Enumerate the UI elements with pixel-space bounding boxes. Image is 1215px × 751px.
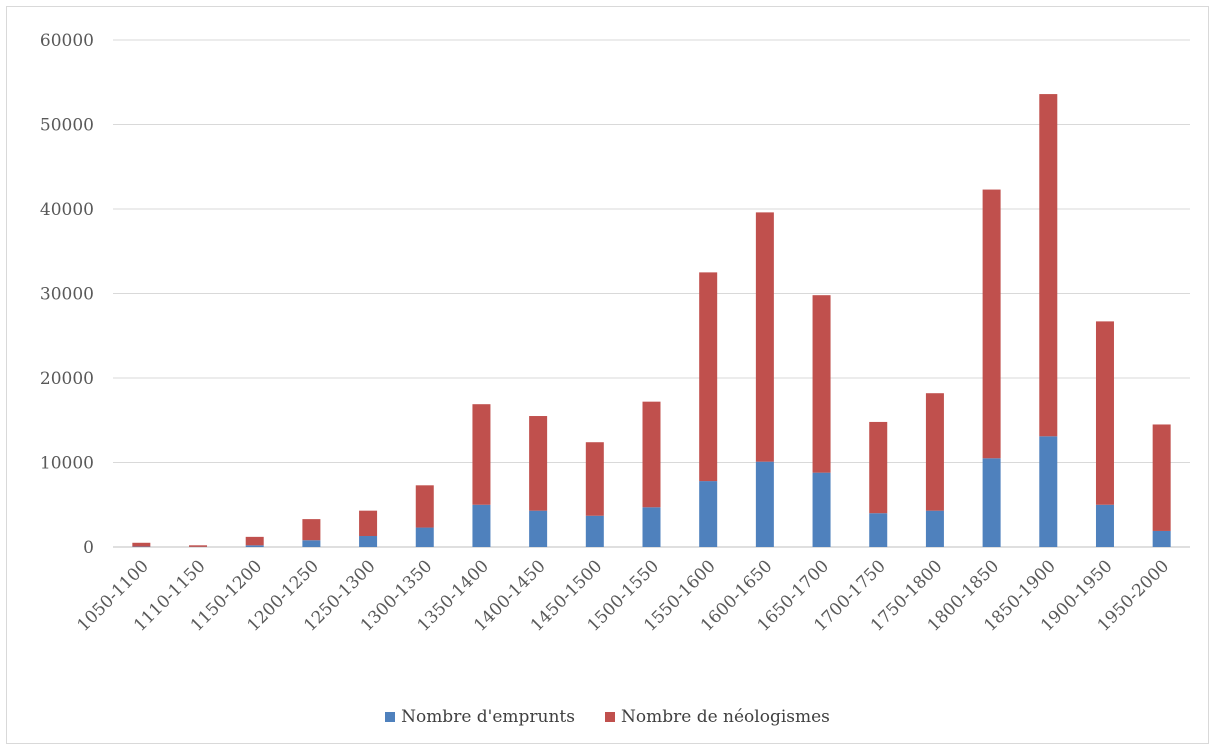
gridlines [113,39,1190,548]
bar-segment-neologismes [982,189,1001,459]
legend-item-emprunts: Nombre d'emprunts [385,707,575,727]
bar-segment-emprunts [1039,436,1058,547]
bar-segment-neologismes [1152,424,1171,531]
bar-segment-neologismes [755,212,774,462]
bar-segment-emprunts [982,458,1001,547]
bar-segment-neologismes [869,421,888,514]
legend-item-neologismes: Nombre de néologismes [604,707,830,727]
legend-swatch-neologismes [604,712,615,722]
bar-segment-neologismes [642,401,661,508]
x-axis-tick-labels: 1050-11001110-11501150-12001200-12501250… [73,556,1173,635]
chart-frame [6,6,1209,744]
bar-segment-neologismes [189,545,208,547]
bar-segment-neologismes [132,542,151,547]
bar-segment-emprunts [359,536,378,547]
bar-segment-emprunts [585,515,604,547]
bar-segment-neologismes [812,295,831,473]
bar-segment-emprunts [302,540,321,547]
stacked-bar-chart: 0 10000 20000 30000 40000 50000 60000 1050-110… [40,31,1190,636]
bar-segment-emprunts [1095,504,1114,547]
bar-segment-neologismes [529,416,548,511]
bar-segment-emprunts [1152,530,1171,547]
bar-segment-emprunts [812,472,831,547]
y-axis-tick-labels: 0 10000 20000 30000 40000 50000 60000 [40,31,94,558]
bar-segment-neologismes [1095,321,1114,505]
y-tick-label: 10000 [40,454,94,474]
legend-label-neologismes: Nombre de néologismes [620,707,830,727]
bar-segment-emprunts [245,545,264,547]
bar-segment-neologismes [359,510,378,537]
bar-segment-emprunts [925,510,944,547]
legend-swatch-emprunts [385,712,396,722]
bar-segment-emprunts [529,510,548,547]
bar-segment-neologismes [245,536,264,546]
bar-segment-emprunts [755,461,774,547]
y-tick-label: 20000 [40,369,94,389]
bar-segment-emprunts [869,513,888,547]
y-tick-label: 0 [83,538,94,558]
bar-segment-neologismes [585,442,604,516]
bar-segment-emprunts [699,481,718,547]
bar-segment-emprunts [472,504,491,547]
y-tick-label: 60000 [40,31,94,51]
bar-segment-neologismes [699,272,718,482]
bar-segment-neologismes [302,519,321,541]
y-tick-label: 40000 [40,200,94,220]
legend-label-emprunts: Nombre d'emprunts [401,707,575,727]
bar-segment-neologismes [925,393,944,511]
bar-segment-neologismes [415,485,434,528]
bar-segment-emprunts [415,527,434,547]
legend: Nombre d'emprunts Nombre de néologismes [0,704,1215,730]
y-tick-label: 30000 [40,285,94,305]
bar-segment-emprunts [642,507,661,547]
y-tick-label: 50000 [40,116,94,136]
bars [132,94,1171,547]
bar-segment-neologismes [1039,94,1058,437]
bar-segment-neologismes [472,404,491,505]
